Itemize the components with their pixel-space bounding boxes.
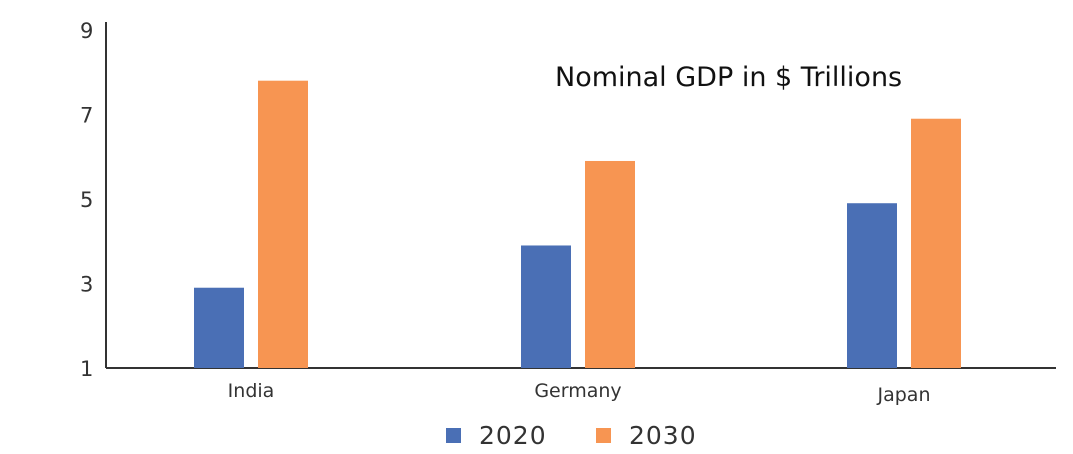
bar-japan-2030 [911, 118, 961, 368]
x-category-label: India [228, 380, 275, 402]
bar-germany-2020 [521, 245, 571, 368]
y-tick-label: 1 [80, 357, 95, 381]
x-axis-labels: India Germany Japan [228, 380, 931, 406]
bar-india-2030 [258, 80, 308, 368]
x-category-label: Japan [877, 384, 931, 406]
y-tick-label: 3 [80, 273, 95, 297]
legend-swatch-2030 [596, 428, 611, 443]
y-axis-ticks: 1 3 5 7 9 [80, 19, 95, 381]
bar-india-2020 [194, 287, 244, 368]
y-tick-label: 9 [80, 19, 95, 43]
legend: 2020 2030 [446, 421, 697, 450]
bar-japan-2020 [847, 203, 897, 368]
legend-label-2020: 2020 [479, 421, 547, 450]
y-tick-label: 5 [80, 188, 95, 212]
legend-swatch-2020 [446, 428, 461, 443]
legend-label-2030: 2030 [629, 421, 697, 450]
y-tick-label: 7 [80, 104, 95, 128]
bar-group [194, 80, 961, 368]
x-category-label: Germany [534, 380, 621, 402]
chart-title: Nominal GDP in $ Trillions [555, 62, 902, 93]
bar-germany-2030 [585, 160, 635, 368]
